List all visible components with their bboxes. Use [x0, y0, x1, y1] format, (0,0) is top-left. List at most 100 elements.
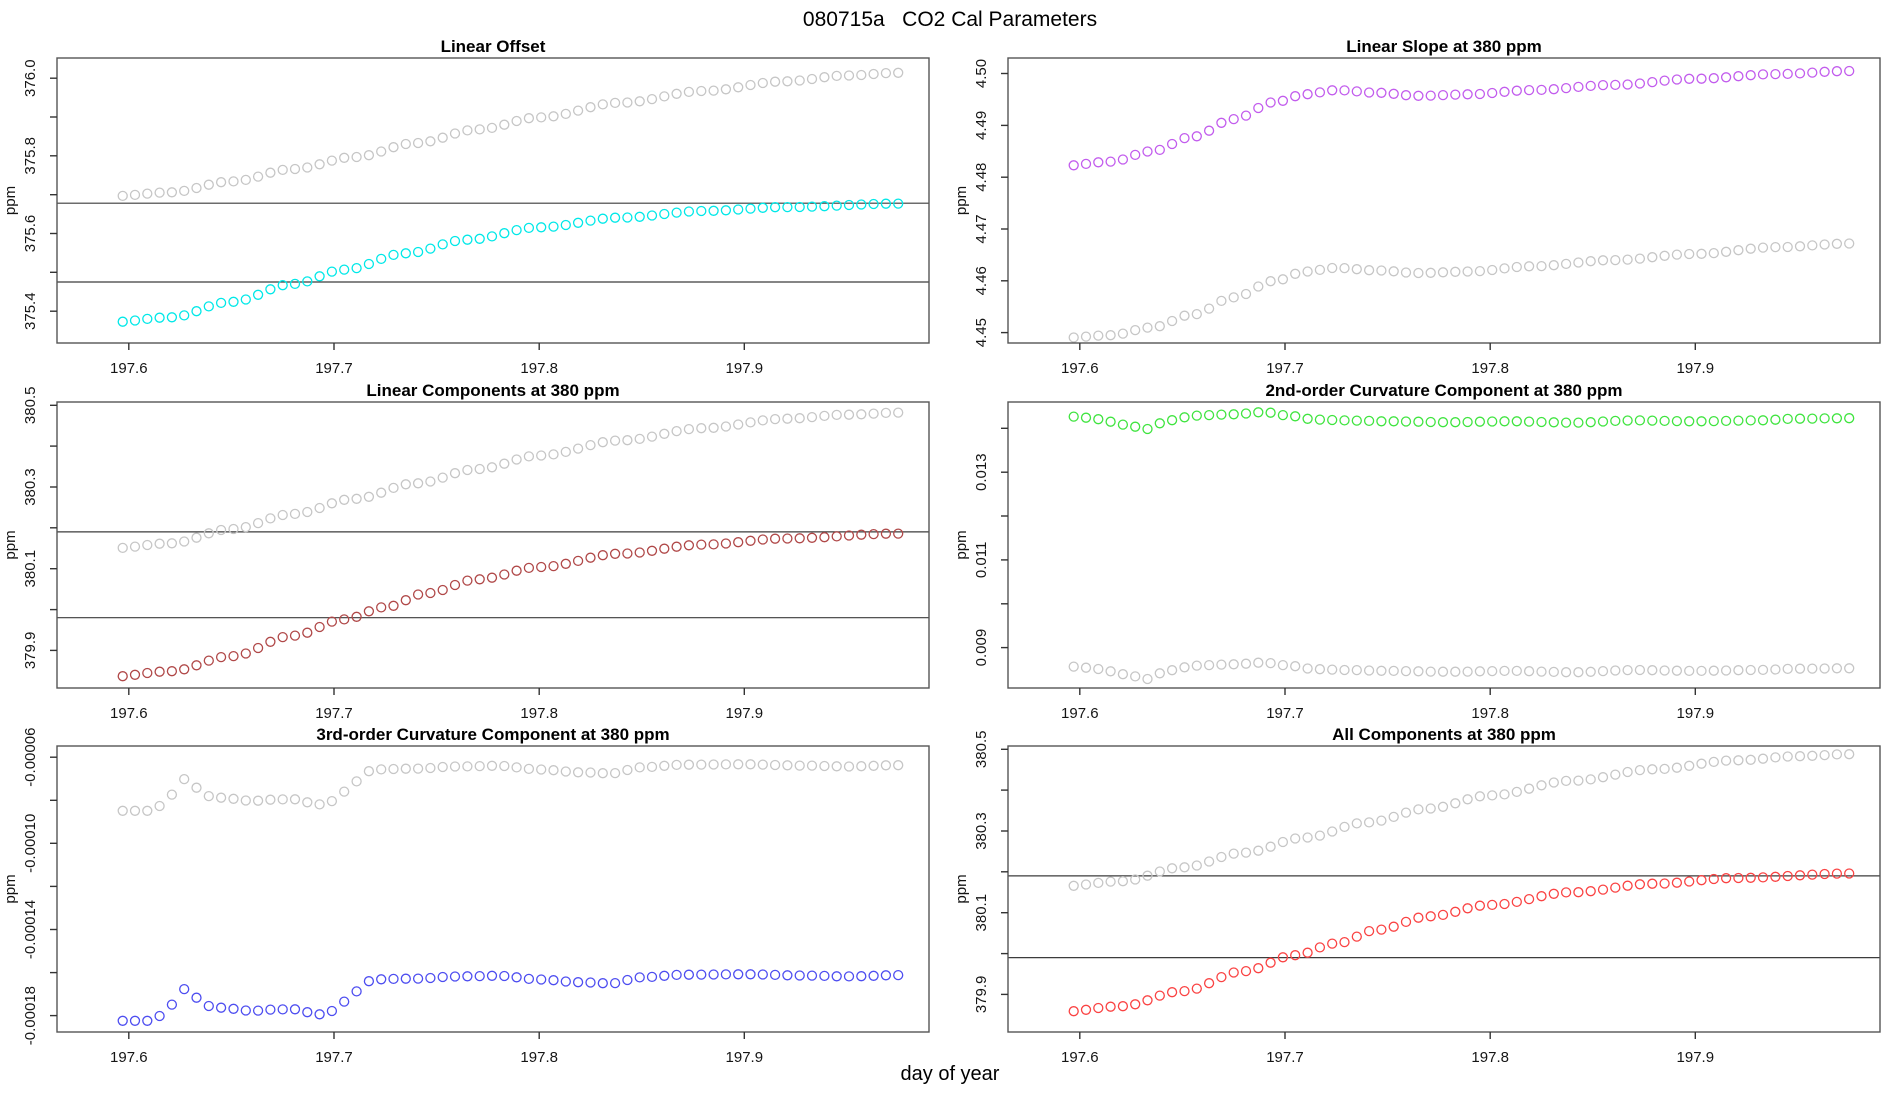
data-point: [1807, 413, 1818, 424]
data-point: [856, 199, 867, 210]
data-point: [1130, 671, 1141, 682]
data-point: [1462, 794, 1473, 805]
data-point: [1228, 659, 1239, 670]
data-point: [1745, 754, 1756, 765]
data-point: [1671, 249, 1683, 260]
data-point: [1671, 762, 1683, 773]
data-point: [314, 271, 325, 282]
data-point: [339, 264, 350, 275]
panel-title-curvature-3rd: 3rd-order Curvature Component at 380 ppm: [316, 725, 669, 744]
data-point: [1807, 750, 1818, 761]
data-point: [314, 159, 325, 170]
data-point: [1523, 783, 1535, 794]
data-point: [634, 96, 645, 107]
data-point: [1585, 774, 1596, 785]
data-point: [1216, 409, 1227, 420]
data-point: [1511, 786, 1522, 798]
data-point: [363, 606, 375, 617]
data-point: [166, 538, 178, 549]
data-point: [1105, 1001, 1116, 1012]
data-point: [843, 409, 855, 420]
data-point: [1154, 990, 1165, 1001]
data-point: [252, 642, 264, 654]
data-point: [437, 584, 448, 596]
data-point: [462, 234, 473, 245]
data-point: [585, 102, 596, 113]
data-point: [868, 408, 879, 419]
data-point: [1265, 957, 1276, 968]
data-point: [782, 201, 793, 213]
data-point: [745, 535, 756, 546]
data-point: [314, 1009, 325, 1020]
data-point: [609, 767, 621, 779]
data-point: [893, 407, 904, 418]
data-point: [1770, 241, 1781, 253]
data-point: [277, 164, 288, 176]
data-point: [1290, 91, 1301, 102]
data-point: [683, 540, 695, 551]
data-point: [265, 794, 276, 805]
data-point: [154, 800, 165, 812]
data-point: [831, 531, 842, 542]
series-linear-secondary: [117, 407, 904, 554]
data-point: [1548, 666, 1559, 678]
data-point: [1093, 1002, 1104, 1014]
data-point: [388, 973, 399, 985]
data-point: [1647, 76, 1658, 88]
data-point: [609, 435, 621, 446]
data-point: [1142, 995, 1153, 1006]
data-point: [351, 611, 362, 622]
data-point: [1548, 417, 1559, 428]
panel-border: [1007, 745, 1881, 1033]
data-point: [1166, 987, 1178, 998]
data-point: [1745, 872, 1756, 883]
data-point: [893, 67, 904, 78]
data-point: [597, 550, 608, 561]
data-point: [769, 202, 781, 213]
data-point: [1265, 276, 1276, 287]
x-tick-label: 197.9: [726, 1049, 764, 1066]
data-point: [893, 760, 904, 771]
data-point: [1499, 416, 1510, 427]
data-point: [1327, 414, 1338, 426]
data-point: [1130, 999, 1141, 1010]
data-point: [425, 136, 436, 147]
data-point: [1782, 751, 1793, 762]
data-point: [1314, 414, 1326, 425]
data-point: [1203, 659, 1215, 671]
data-point: [1844, 749, 1855, 760]
data-point: [1794, 68, 1806, 79]
data-point: [597, 99, 608, 110]
x-tick-label: 197.6: [1061, 1049, 1099, 1066]
data-point: [806, 970, 818, 981]
data-point: [1265, 407, 1276, 418]
data-point: [1610, 665, 1621, 676]
data-point: [1376, 265, 1387, 276]
data-point: [696, 205, 707, 217]
data-point: [1068, 332, 1079, 343]
data-point: [1487, 264, 1498, 276]
data-point: [622, 548, 633, 559]
data-point: [733, 537, 744, 548]
data-point: [1610, 769, 1621, 780]
data-point: [1560, 417, 1572, 428]
data-point: [819, 970, 830, 982]
data-point: [388, 482, 399, 494]
data-point: [499, 119, 510, 130]
data-point: [1314, 664, 1326, 675]
data-point: [1080, 412, 1092, 423]
data-point: [203, 528, 214, 539]
data-point: [1844, 663, 1855, 674]
data-point: [843, 530, 855, 541]
data-point: [1844, 413, 1855, 424]
data-point: [339, 786, 350, 797]
panel-title-linear-offset: Linear Offset: [441, 37, 546, 56]
data-point: [1376, 815, 1387, 826]
data-point: [240, 294, 251, 305]
data-point: [1720, 755, 1732, 766]
data-point: [1265, 97, 1276, 108]
data-point: [228, 176, 239, 187]
data-point: [511, 454, 522, 465]
data-point: [733, 204, 744, 215]
